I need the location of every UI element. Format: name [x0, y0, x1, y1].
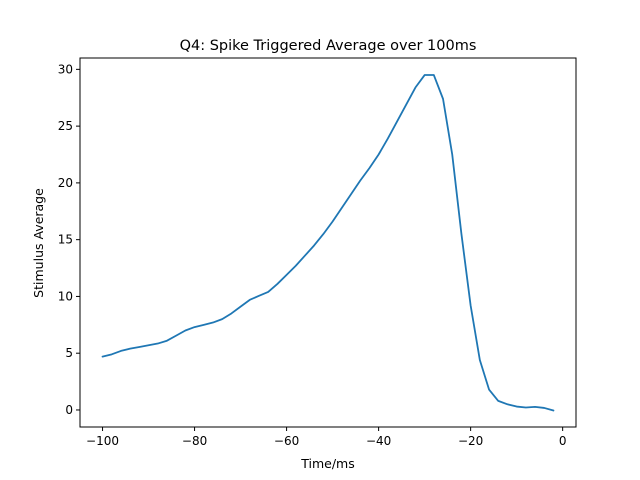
x-tick-label: −40: [366, 434, 391, 448]
series-line: [101, 74, 555, 412]
axes-frame: [79, 57, 577, 428]
x-tick-label: 0: [559, 434, 567, 448]
axes: −100 −80 −60 −40 −20 0 0 5 10 15 20 25 30: [58, 57, 577, 448]
y-tick-label: 15: [58, 233, 73, 247]
y-tick-label: 25: [58, 119, 73, 133]
x-tick-label: −20: [458, 434, 483, 448]
x-tick-label: −100: [86, 434, 119, 448]
x-tick-label: −60: [274, 434, 299, 448]
y-tick-label: 0: [65, 403, 73, 417]
plot-area: [101, 74, 555, 412]
x-tick-label: −80: [182, 434, 207, 448]
chart-title: Q4: Spike Triggered Average over 100ms: [180, 38, 477, 54]
y-tick-label: 5: [65, 346, 73, 360]
y-tick-label: 20: [58, 176, 73, 190]
y-axis-label: Stimulus Average: [31, 188, 46, 298]
x-axis-label: Time/ms: [300, 456, 355, 471]
y-tick-label: 10: [58, 289, 73, 303]
y-tick-label: 30: [58, 62, 73, 76]
